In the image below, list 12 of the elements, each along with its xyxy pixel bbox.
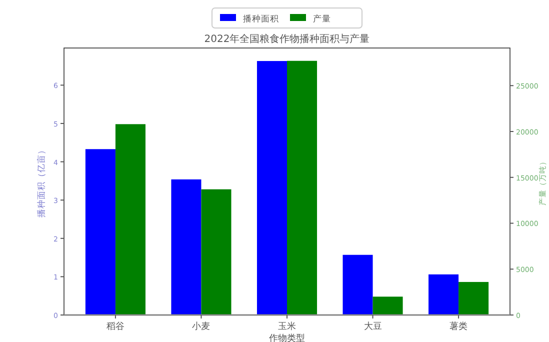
chart-title: 2022年全国粮食作物播种面积与产量	[204, 33, 370, 45]
bar	[342, 254, 373, 315]
legend-label: 产量	[313, 14, 331, 24]
bar	[372, 296, 403, 315]
x-tick-label: 小麦	[192, 321, 210, 332]
x-tick-label: 玉米	[278, 321, 296, 332]
legend-label: 播种面积	[243, 14, 279, 24]
x-tick-label: 薯类	[450, 321, 468, 332]
x-tick-label: 大豆	[364, 321, 382, 332]
x-tick-label: 稻谷	[106, 321, 124, 332]
x-axis-title: 作物类型	[268, 333, 305, 342]
y-axis-title: 播种面积（亿亩）	[36, 146, 47, 218]
